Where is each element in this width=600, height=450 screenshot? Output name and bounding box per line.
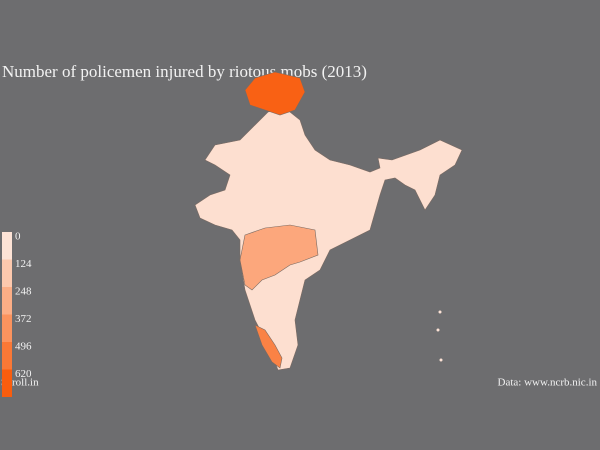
island [439,358,443,362]
regions [194,71,463,371]
island [438,310,442,314]
legend-label: 620 [15,368,32,380]
legend-label: 124 [15,258,32,270]
legend-label: 372 [15,313,32,325]
state-region [239,224,319,291]
state-region [244,71,306,116]
legend-swatch [2,259,12,287]
legend-label: 0 [15,231,21,243]
legend-label: 248 [15,286,32,298]
legend: 0 124 248 372 496 620 [2,231,32,397]
state-region [254,324,283,369]
legend-swatch [2,369,12,397]
legend-swatch [2,232,12,260]
state-region [194,107,463,371]
source-right: Data: www.ncrb.nic.in [498,377,598,389]
legend-swatch [2,287,12,315]
island [436,328,440,332]
legend-swatch [2,314,12,342]
legend-swatch [2,342,12,370]
title: Number of policemen injured by riotous m… [2,62,367,81]
legend-label: 496 [15,341,32,353]
